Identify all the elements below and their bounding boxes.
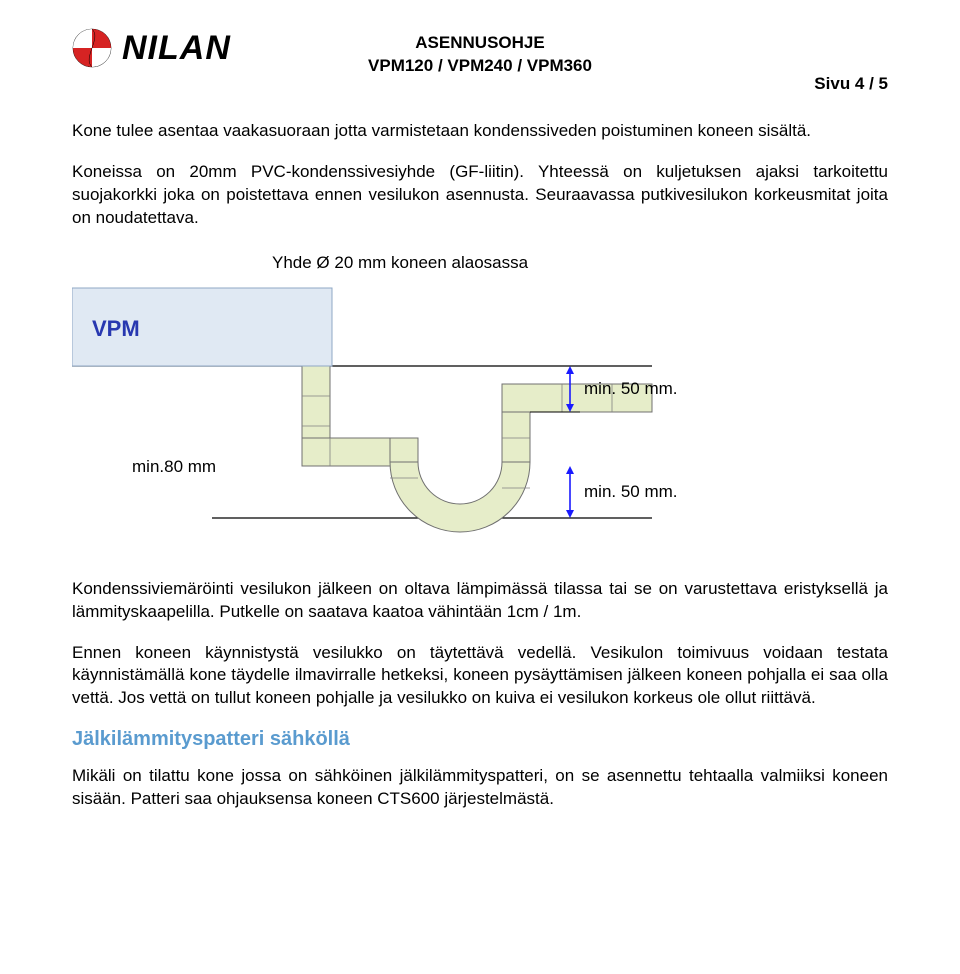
paragraph-2: Koneissa on 20mm PVC-kondenssivesiyhde (… — [72, 161, 888, 230]
page-header: NILAN ASENNUSOHJE VPM120 / VPM240 / VPM3… — [72, 28, 888, 78]
brand-name: NILAN — [122, 29, 231, 68]
svg-text:Yhde Ø 20 mm koneen alaosassa: Yhde Ø 20 mm koneen alaosassa — [272, 253, 529, 272]
section-heating-title: Jälkilämmityspatteri sähköllä — [72, 728, 888, 751]
logo-icon — [72, 28, 112, 68]
svg-text:min. 50 mm.: min. 50 mm. — [584, 379, 678, 398]
trap-diagram: Yhde Ø 20 mm koneen alaosassa VPM min. 50 … — [72, 248, 888, 548]
paragraph-1: Kone tulee asentaa vaakasuoraan jotta va… — [72, 120, 888, 143]
paragraph-5: Mikäli on tilattu kone jossa on sähköine… — [72, 765, 888, 811]
paragraph-3: Kondenssiviemäröinti vesilukon jälkeen o… — [72, 578, 888, 624]
paragraph-4: Ennen koneen käynnistystä vesilukko on t… — [72, 642, 888, 711]
svg-text:min. 50 mm.: min. 50 mm. — [584, 482, 678, 501]
page-number: Sivu 4 / 5 — [814, 74, 888, 94]
svg-text:min.80 mm: min.80 mm — [132, 457, 216, 476]
svg-text:VPM: VPM — [92, 316, 140, 341]
trap-diagram-svg: Yhde Ø 20 mm koneen alaosassa VPM min. 50 … — [72, 248, 772, 548]
